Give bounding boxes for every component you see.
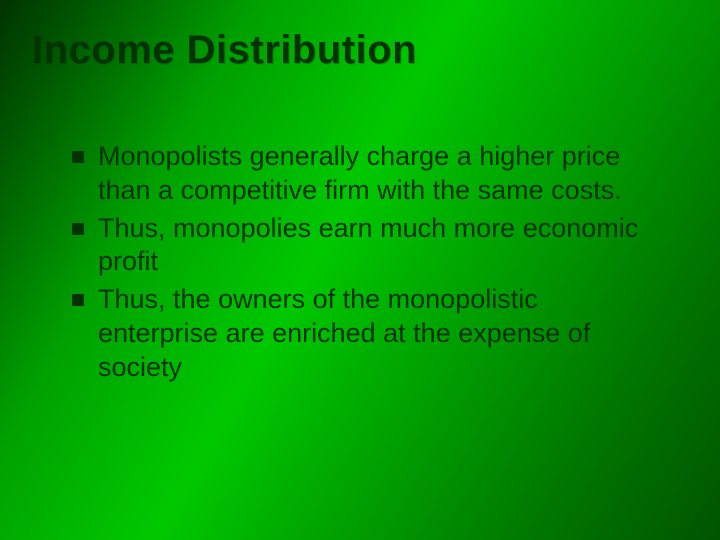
list-item: Thus, monopolies earn much more economic… — [72, 212, 662, 280]
list-item: Monopolists generally charge a higher pr… — [72, 140, 662, 208]
bullet-text: Thus, monopolies earn much more economic… — [98, 212, 662, 280]
slide-title: Income Distribution — [32, 28, 417, 73]
bullet-text: Thus, the owners of the monopolistic ent… — [98, 283, 662, 384]
bullet-text: Monopolists generally charge a higher pr… — [98, 140, 662, 208]
slide-body: Monopolists generally charge a higher pr… — [72, 140, 662, 388]
bullet-square-icon — [72, 151, 84, 163]
bullet-square-icon — [72, 223, 84, 235]
bullet-square-icon — [72, 294, 84, 306]
slide: Income Distribution Monopolists generall… — [0, 0, 720, 540]
list-item: Thus, the owners of the monopolistic ent… — [72, 283, 662, 384]
